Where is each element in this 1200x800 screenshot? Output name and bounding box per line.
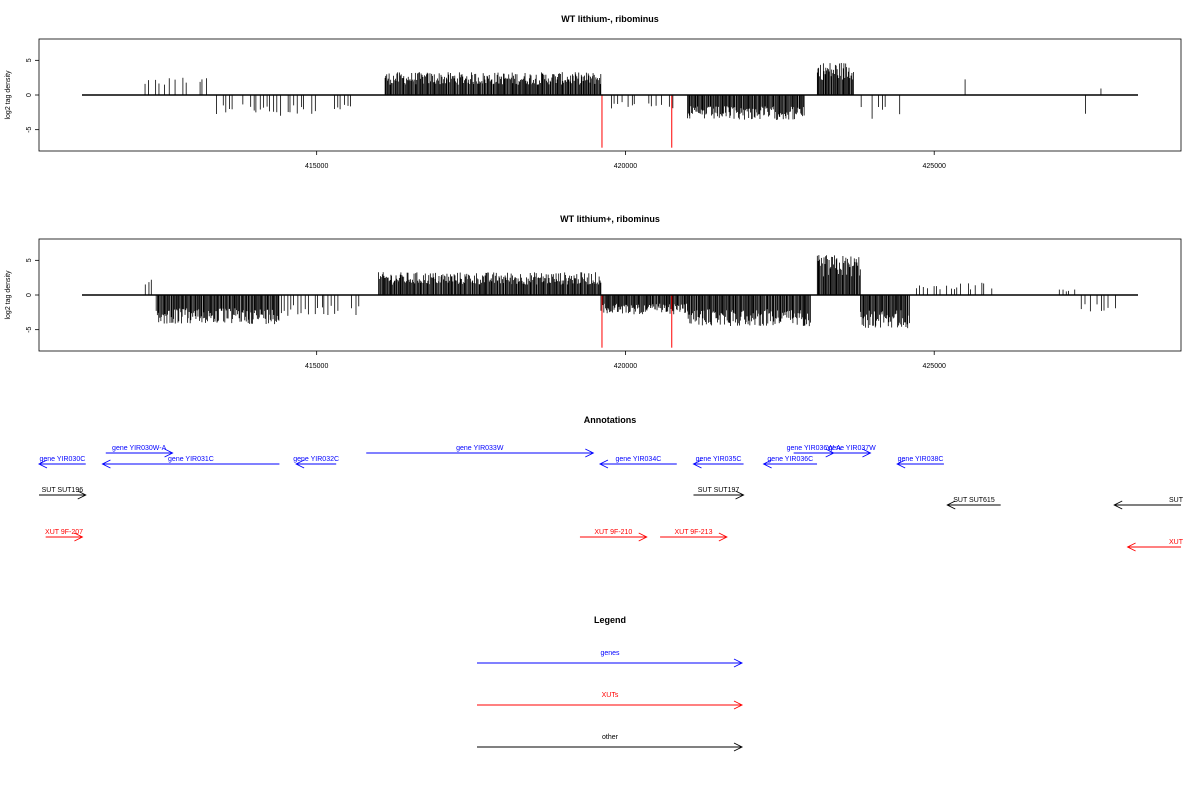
feature-arrow-head (692, 459, 702, 469)
feature-arrow-head (718, 532, 728, 542)
feature-xut: XUT 9F-207 (45, 529, 84, 542)
chart-title: WT lithium-, ribominus (561, 14, 659, 24)
bar-series (144, 255, 1116, 329)
feature-gene: gene YIR035C (692, 456, 744, 469)
x-tick-label: 420000 (614, 163, 637, 170)
y-tick-label: -5 (26, 326, 33, 332)
feature-gene: gene YIR037W (828, 445, 876, 458)
feature-other: SUT SUT197 (693, 487, 745, 500)
y-tick-label: 5 (26, 58, 33, 62)
y-tick-label: 0 (26, 293, 33, 297)
feature-label: gene YIR032C (293, 456, 339, 463)
feature-arrow-head (295, 459, 305, 469)
feature-label: gene YIR031C (168, 456, 214, 463)
annotations-track: Annotations gene YIR030W-A gene YIR030C gen… (37, 415, 1184, 552)
feature-gene: gene YIR036C (762, 456, 818, 469)
y-axis-label: log2 tag density (5, 70, 12, 120)
legend-label: other (602, 734, 619, 741)
panel-lithium-minus: WT lithium-, ribominus log2 tag density -5… (5, 14, 1182, 170)
legend-label: XUTs (602, 692, 619, 699)
legend-item-xut: XUTs (477, 692, 744, 710)
legend-title: Legend (594, 615, 626, 625)
feature-gene: gene YIR034C (598, 456, 677, 469)
feature-arrow-head (585, 448, 595, 458)
x-tick-label: 425000 (923, 163, 946, 170)
feature-label: XUT 9F-213 (674, 529, 712, 536)
feature-label: gene YIR033W (456, 445, 504, 452)
feature-label: gene YIR036W-A (787, 445, 842, 452)
feature-label: gene YIR036C (767, 456, 813, 463)
feature-label: gene YIR035C (696, 456, 742, 463)
feature-arrow-head (74, 532, 84, 542)
legend-arrow-head (733, 742, 744, 752)
chart-title: WT lithium+, ribominus (560, 214, 660, 224)
feature-arrow-head (101, 459, 111, 469)
bar-series (144, 62, 1102, 120)
legend-item-gene: genes (477, 650, 744, 668)
feature-arrow-head (735, 490, 745, 500)
feature-label: XUT 9F-210 (594, 529, 632, 536)
feature-gene: gene YIR033W (366, 445, 595, 458)
legend-item-other: other (477, 734, 744, 752)
x-tick-label: 425000 (923, 363, 946, 370)
feature-other: SUT (1113, 497, 1184, 510)
feature-label: gene YIR038C (898, 456, 944, 463)
feature-arrow-head (598, 459, 609, 469)
x-tick-label: 415000 (305, 363, 328, 370)
y-axis-label: log2 tag density (5, 270, 12, 320)
feature-gene: gene YIR031C (101, 456, 280, 469)
feature-arrow-head (164, 448, 174, 458)
feature-arrow-head (1126, 542, 1136, 552)
legend-arrow-head (733, 700, 744, 710)
feature-label: XUT (1169, 539, 1184, 546)
feature-arrow-head (638, 532, 648, 542)
feature-arrow-head (77, 490, 87, 500)
feature-arrow-head (946, 500, 956, 510)
feature-other: SUT SUT615 (946, 497, 1001, 510)
feature-label: SUT SUT615 (953, 497, 995, 504)
legend-label: genes (600, 650, 620, 657)
feature-other: SUT SUT196 (39, 487, 87, 500)
feature-arrow-head (37, 459, 48, 469)
feature-arrow-head (1113, 500, 1123, 510)
feature-gene: gene YIR038C (896, 456, 944, 469)
feature-label: SUT SUT197 (698, 487, 740, 494)
y-tick-label: 5 (26, 258, 33, 262)
x-tick-label: 420000 (614, 363, 637, 370)
feature-xut: XUT 9F-213 (660, 529, 728, 542)
feature-arrow-head (896, 459, 906, 469)
feature-label: XUT 9F-207 (45, 529, 83, 536)
feature-label: SUT SUT196 (42, 487, 84, 494)
y-tick-label: 0 (26, 93, 33, 97)
feature-label: gene YIR030W-A (112, 445, 167, 452)
feature-label: gene YIR037W (828, 445, 876, 452)
feature-xut: XUT (1126, 539, 1184, 552)
feature-gene: gene YIR030C (37, 456, 86, 469)
feature-xut: XUT 9F-210 (579, 529, 648, 542)
annotations-title: Annotations (584, 415, 637, 425)
panel-lithium-plus: WT lithium+, ribominus log2 tag density -5… (5, 214, 1182, 370)
feature-label: gene YIR030C (39, 456, 85, 463)
y-tick-label: -5 (26, 126, 33, 132)
legend-arrow-head (733, 658, 744, 668)
feature-arrow-head (862, 448, 872, 458)
feature-gene: gene YIR030W-A (105, 445, 174, 458)
feature-label: SUT (1169, 497, 1184, 504)
feature-gene: gene YIR032C (293, 456, 339, 469)
feature-label: gene YIR034C (615, 456, 661, 463)
legend: Legend genes XUTs other (477, 615, 744, 752)
x-tick-label: 415000 (305, 163, 328, 170)
feature-arrow-head (762, 459, 772, 469)
